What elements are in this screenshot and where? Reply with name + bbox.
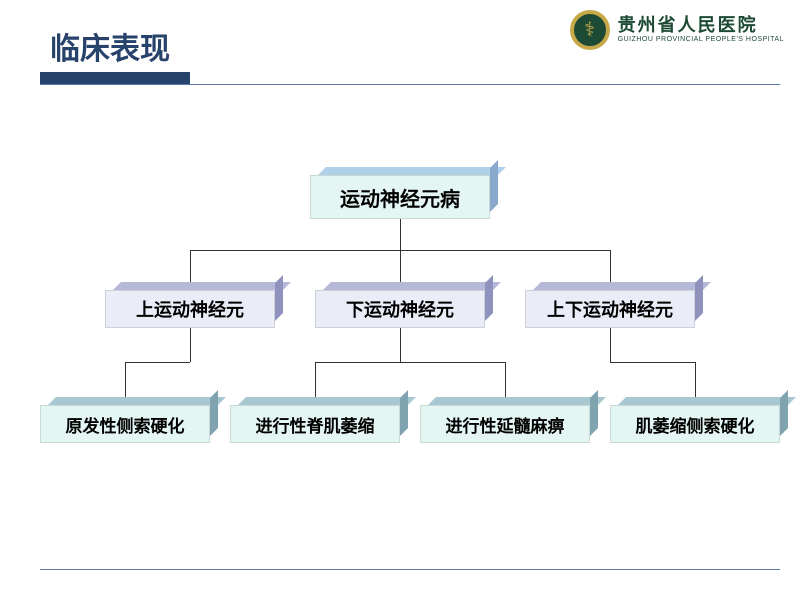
node-3d-side: [275, 275, 283, 321]
node-3d-top: [48, 397, 226, 405]
node-3d-side: [780, 390, 788, 436]
node-label: 上运动神经元: [105, 290, 275, 328]
hospital-name-en: GUIZHOU PROVINCIAL PEOPLE'S HOSPITAL: [618, 36, 784, 44]
caduceus-icon: ⚕: [584, 20, 595, 40]
hospital-logo-block: ⚕ 贵州省人民医院 GUIZHOU PROVINCIAL PEOPLE'S HO…: [570, 10, 784, 50]
connector-line: [190, 250, 191, 282]
slide-header: 临床表现 ⚕ 贵州省人民医院 GUIZHOU PROVINCIAL PEOPLE…: [0, 0, 800, 100]
tree-node: 进行性脊肌萎缩: [230, 405, 400, 443]
tree-node: 上运动神经元: [105, 290, 275, 328]
hospital-logo-icon: ⚕: [570, 10, 610, 50]
hospital-name: 贵州省人民医院 GUIZHOU PROVINCIAL PEOPLE'S HOSP…: [618, 16, 784, 43]
node-label: 下运动神经元: [315, 290, 485, 328]
node-label: 进行性延髓麻痹: [420, 405, 590, 443]
node-3d-top: [618, 397, 796, 405]
node-3d-top: [428, 397, 606, 405]
connector-line: [505, 362, 506, 397]
node-label: 原发性侧索硬化: [40, 405, 210, 443]
connector-line: [125, 362, 126, 397]
connector-line: [315, 362, 316, 397]
tree-node: 肌萎缩侧索硬化: [610, 405, 780, 443]
node-label: 运动神经元病: [310, 175, 490, 219]
tree-node: 下运动神经元: [315, 290, 485, 328]
node-3d-side: [485, 275, 493, 321]
hospital-name-cn: 贵州省人民医院: [618, 16, 784, 36]
node-label: 肌萎缩侧索硬化: [610, 405, 780, 443]
node-3d-top: [318, 167, 506, 175]
node-3d-top: [113, 282, 291, 290]
tree-node: 上下运动神经元: [525, 290, 695, 328]
connector-line: [695, 362, 696, 397]
tree-node: 原发性侧索硬化: [40, 405, 210, 443]
footer-divider: [40, 569, 780, 570]
page-title: 临床表现: [50, 24, 170, 68]
connector-line: [400, 250, 401, 282]
node-3d-top: [238, 397, 416, 405]
org-tree-diagram: 运动神经元病上运动神经元 下运动神经元 上下运动神经元原发性侧索硬化进行性脊肌萎缩进…: [0, 100, 800, 560]
node-label: 上下运动神经元: [525, 290, 695, 328]
node-3d-side: [490, 160, 498, 212]
node-3d-side: [210, 390, 218, 436]
connector-line: [610, 328, 611, 362]
connector-line: [400, 219, 401, 250]
connector-line: [190, 328, 191, 362]
connector-line: [610, 250, 611, 282]
header-divider: [40, 84, 780, 85]
node-3d-side: [400, 390, 408, 436]
node-3d-top: [533, 282, 711, 290]
connector-line: [400, 328, 401, 362]
title-accent-bar: [40, 72, 190, 84]
tree-node: 进行性延髓麻痹: [420, 405, 590, 443]
node-3d-side: [590, 390, 598, 436]
node-3d-top: [323, 282, 501, 290]
connector-line: [610, 362, 695, 363]
node-3d-side: [695, 275, 703, 321]
connector-line: [315, 362, 505, 363]
tree-node: 运动神经元病: [310, 175, 490, 219]
node-label: 进行性脊肌萎缩: [230, 405, 400, 443]
connector-line: [125, 362, 190, 363]
